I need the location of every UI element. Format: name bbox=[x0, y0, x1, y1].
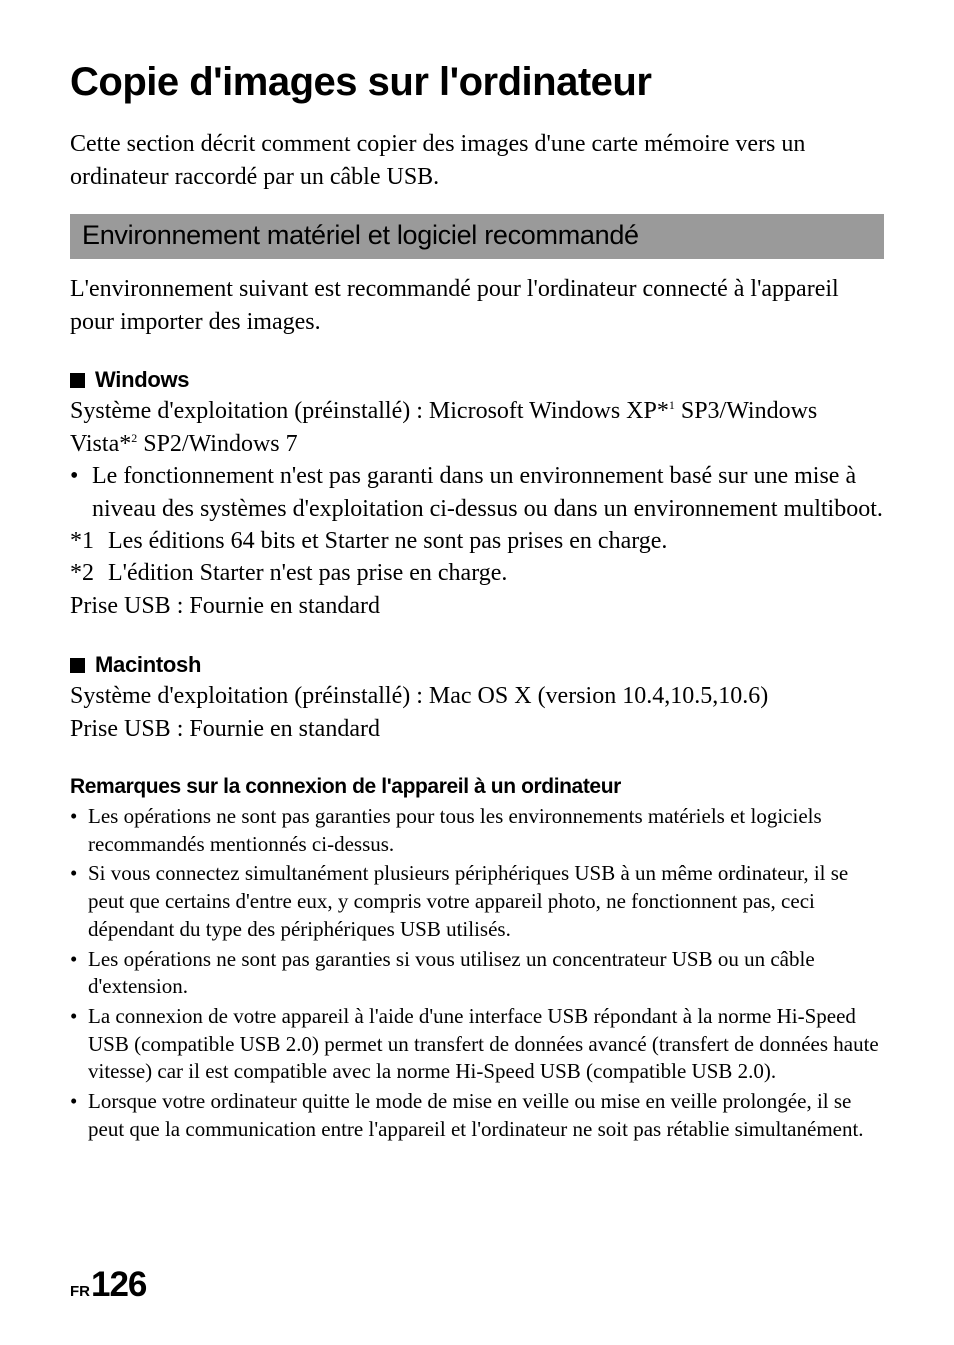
bullet-dot-icon: • bbox=[70, 860, 88, 943]
windows-subheading-text: Windows bbox=[95, 367, 189, 393]
environment-intro: L'environnement suivant est recommandé p… bbox=[70, 273, 884, 339]
note-2-text: L'édition Starter n'est pas prise en cha… bbox=[108, 557, 884, 589]
mac-subheading-text: Macintosh bbox=[95, 652, 201, 678]
square-bullet-icon bbox=[70, 373, 85, 388]
windows-os-pre: Système d'exploitation (préinstallé) : M… bbox=[70, 398, 669, 424]
bullet-dot-icon: • bbox=[70, 803, 88, 858]
bullet-dot-icon: • bbox=[70, 946, 88, 1001]
windows-bullet: • Le fonctionnement n'est pas garanti da… bbox=[70, 460, 884, 525]
remarks-item-text: Lorsque votre ordinateur quitte le mode … bbox=[88, 1088, 884, 1143]
bullet-dot-icon: • bbox=[70, 1088, 88, 1143]
windows-note-2: *2 L'édition Starter n'est pas prise en … bbox=[70, 557, 884, 589]
bullet-dot-icon: • bbox=[70, 1003, 88, 1086]
windows-subheading: Windows bbox=[70, 367, 884, 393]
remarks-item-text: Si vous connectez simultanément plusieur… bbox=[88, 860, 884, 943]
remarks-item: • Les opérations ne sont pas garanties p… bbox=[70, 803, 884, 858]
mac-subheading: Macintosh bbox=[70, 652, 884, 678]
remarks-item: • Lorsque votre ordinateur quitte le mod… bbox=[70, 1088, 884, 1143]
section-heading-bar: Environnement matériel et logiciel recom… bbox=[70, 214, 884, 259]
windows-note-1: *1 Les éditions 64 bits et Starter ne so… bbox=[70, 525, 884, 557]
remarks-item-text: La connexion de votre appareil à l'aide … bbox=[88, 1003, 884, 1086]
remarks-item-text: Les opérations ne sont pas garanties pou… bbox=[88, 803, 884, 858]
windows-usb-line: Prise USB : Fournie en standard bbox=[70, 590, 884, 622]
note-1-text: Les éditions 64 bits et Starter ne sont … bbox=[108, 525, 884, 557]
document-page: Copie d'images sur l'ordinateur Cette se… bbox=[0, 0, 954, 1345]
page-title: Copie d'images sur l'ordinateur bbox=[70, 60, 884, 104]
footer-page-number: 126 bbox=[91, 1265, 146, 1305]
remarks-item: • Les opérations ne sont pas garanties s… bbox=[70, 946, 884, 1001]
section-heading-text: Environnement matériel et logiciel recom… bbox=[82, 220, 639, 250]
windows-os-line: Système d'exploitation (préinstallé) : M… bbox=[70, 395, 884, 460]
intro-paragraph: Cette section décrit comment copier des … bbox=[70, 128, 884, 194]
bullet-dot-icon: • bbox=[70, 460, 92, 525]
page-footer: FR 126 bbox=[70, 1265, 146, 1305]
square-bullet-icon bbox=[70, 658, 85, 673]
remarks-item: • La connexion de votre appareil à l'aid… bbox=[70, 1003, 884, 1086]
remarks-item: • Si vous connectez simultanément plusie… bbox=[70, 860, 884, 943]
footer-prefix: FR bbox=[70, 1283, 90, 1300]
remarks-heading: Remarques sur la connexion de l'appareil… bbox=[70, 775, 884, 799]
note-1-mark: *1 bbox=[70, 525, 108, 557]
mac-os-line: Système d'exploitation (préinstallé) : M… bbox=[70, 680, 884, 712]
mac-usb-line: Prise USB : Fournie en standard bbox=[70, 713, 884, 745]
note-2-mark: *2 bbox=[70, 557, 108, 589]
windows-os-after: SP2/Windows 7 bbox=[137, 431, 297, 457]
remarks-item-text: Les opérations ne sont pas garanties si … bbox=[88, 946, 884, 1001]
windows-bullet-text: Le fonctionnement n'est pas garanti dans… bbox=[92, 460, 884, 525]
